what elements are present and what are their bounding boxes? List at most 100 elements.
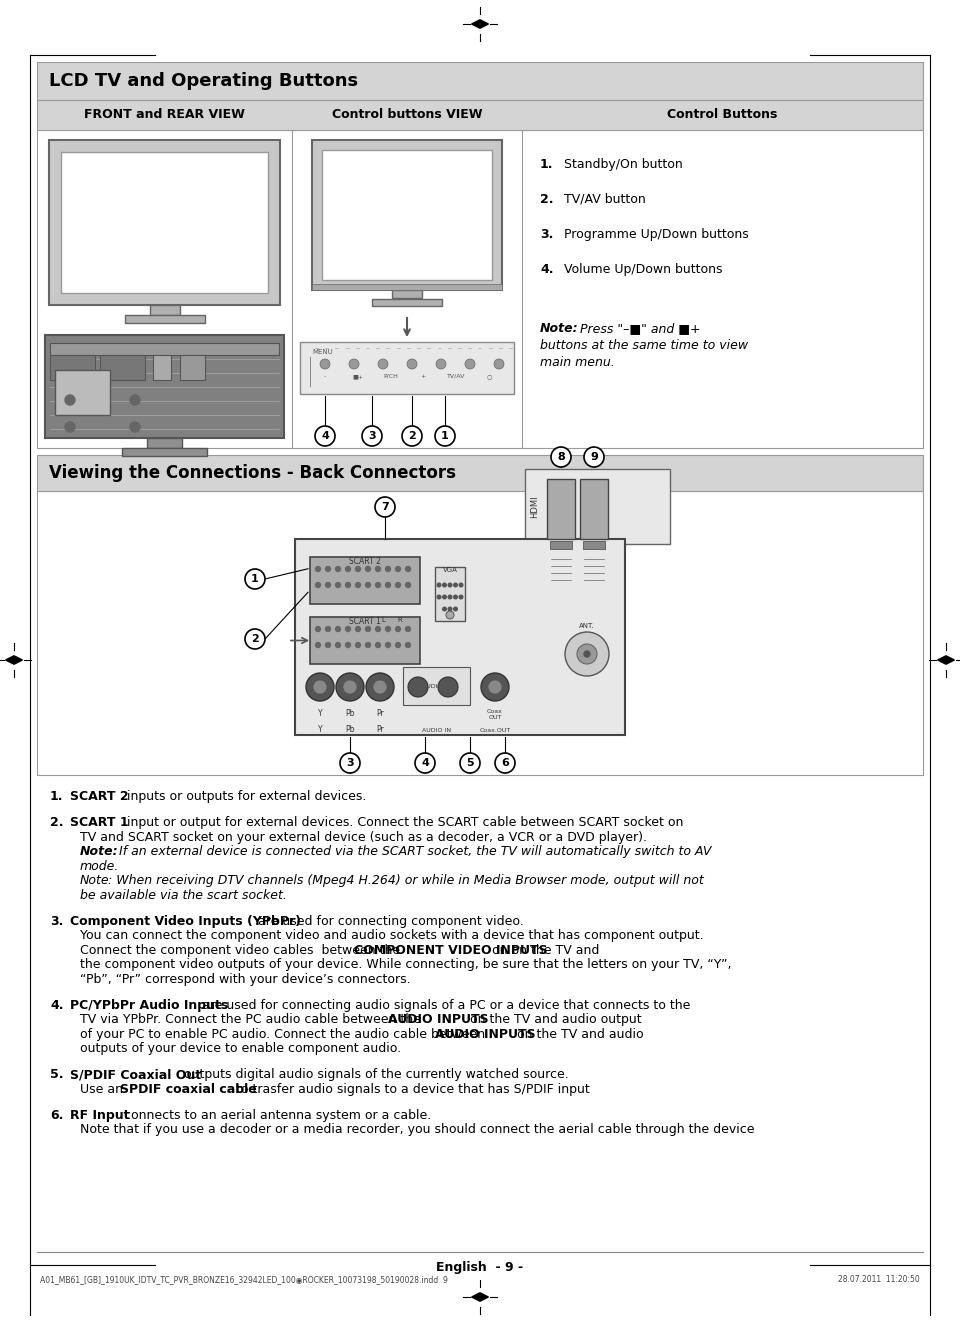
Bar — [403, 667, 470, 705]
Bar — [122, 448, 207, 456]
Bar — [583, 542, 605, 550]
Bar — [125, 314, 204, 324]
Bar — [147, 439, 182, 448]
Text: 1: 1 — [252, 575, 259, 584]
Circle shape — [386, 583, 391, 588]
Circle shape — [306, 672, 334, 701]
Circle shape — [577, 645, 597, 664]
Circle shape — [313, 680, 327, 694]
Text: are used for connecting audio signals of a PC or a device that connects to the: are used for connecting audio signals of… — [198, 999, 690, 1012]
Circle shape — [316, 567, 321, 572]
Circle shape — [375, 626, 380, 631]
Circle shape — [375, 567, 380, 572]
Circle shape — [336, 672, 364, 701]
Circle shape — [454, 596, 457, 598]
Bar — [580, 480, 608, 539]
Circle shape — [481, 672, 509, 701]
Circle shape — [495, 753, 515, 773]
Text: ■+: ■+ — [352, 374, 364, 379]
Text: main menu.: main menu. — [540, 355, 614, 369]
Text: 4: 4 — [421, 758, 429, 768]
Text: AUDIO IN: AUDIO IN — [422, 728, 451, 733]
Text: TV via YPbPr. Connect the PC audio cable between the: TV via YPbPr. Connect the PC audio cable… — [80, 1013, 425, 1026]
Text: PC/YPbPr Audio Inputs: PC/YPbPr Audio Inputs — [70, 999, 228, 1012]
Text: 4.: 4. — [540, 263, 554, 276]
Circle shape — [335, 583, 341, 588]
Text: MENU: MENU — [312, 349, 333, 355]
Bar — [37, 491, 923, 775]
Circle shape — [436, 359, 446, 369]
Text: You can connect the component video and audio sockets with a device that has com: You can connect the component video and … — [80, 929, 704, 942]
Text: 8: 8 — [557, 452, 564, 462]
Bar — [392, 291, 422, 299]
Text: Use an: Use an — [80, 1083, 127, 1096]
Text: 3.: 3. — [540, 229, 553, 240]
Text: Volume Up/Down buttons: Volume Up/Down buttons — [560, 263, 723, 276]
Circle shape — [459, 583, 463, 587]
Bar — [435, 567, 465, 621]
Text: 28.07.2011  11:20:50: 28.07.2011 11:20:50 — [838, 1276, 920, 1284]
Text: Control buttons VIEW: Control buttons VIEW — [332, 108, 482, 122]
Text: SCART 1: SCART 1 — [70, 816, 129, 830]
Circle shape — [375, 642, 380, 647]
Circle shape — [325, 642, 330, 647]
Text: 4.: 4. — [50, 999, 63, 1012]
Text: L: L — [381, 617, 385, 624]
Text: 2: 2 — [408, 431, 416, 441]
Circle shape — [378, 359, 388, 369]
Text: +: + — [420, 374, 426, 379]
Text: AUDIO INPUTS: AUDIO INPUTS — [435, 1028, 536, 1041]
Circle shape — [373, 680, 387, 694]
Circle shape — [405, 583, 411, 588]
Circle shape — [386, 567, 391, 572]
Bar — [100, 355, 145, 380]
Bar — [50, 343, 279, 355]
Circle shape — [408, 676, 428, 697]
Text: COMPONENT VIDEO INPUTS: COMPONENT VIDEO INPUTS — [354, 943, 547, 956]
Text: Press "–■" and ■+: Press "–■" and ■+ — [576, 322, 701, 336]
Text: 5.: 5. — [50, 1069, 63, 1082]
Circle shape — [448, 596, 452, 598]
Text: Pb: Pb — [346, 709, 355, 719]
Circle shape — [335, 567, 341, 572]
Circle shape — [315, 425, 335, 446]
Circle shape — [448, 583, 452, 587]
Text: A01_MB61_[GB]_1910UK_IDTV_TC_PVR_BRONZE16_32942LED_100◉ROCKER_10073198_50190028.: A01_MB61_[GB]_1910UK_IDTV_TC_PVR_BRONZE1… — [40, 1276, 448, 1284]
Circle shape — [346, 583, 350, 588]
Bar — [310, 557, 420, 604]
Circle shape — [448, 608, 452, 610]
Text: P/CH: P/CH — [383, 374, 398, 379]
Text: SCART 2: SCART 2 — [70, 790, 129, 803]
Circle shape — [355, 567, 361, 572]
Circle shape — [355, 626, 361, 631]
Text: mode.: mode. — [80, 860, 119, 873]
Text: Y: Y — [318, 709, 323, 719]
Circle shape — [65, 421, 75, 432]
Text: AUDIO IN: AUDIO IN — [422, 683, 451, 688]
Text: VGA: VGA — [443, 567, 457, 573]
Circle shape — [443, 583, 446, 587]
Text: Note: Note — [80, 875, 109, 888]
Circle shape — [446, 612, 454, 620]
Bar — [295, 539, 625, 734]
Circle shape — [551, 446, 571, 468]
Circle shape — [386, 626, 391, 631]
Circle shape — [65, 395, 75, 406]
Circle shape — [340, 753, 360, 773]
Text: 4: 4 — [321, 431, 329, 441]
Circle shape — [325, 583, 330, 588]
Text: SCART 2: SCART 2 — [349, 557, 381, 567]
Text: be available via the scart socket.: be available via the scart socket. — [80, 889, 287, 902]
Text: FRONT and REAR VIEW: FRONT and REAR VIEW — [84, 108, 245, 122]
Circle shape — [366, 583, 371, 588]
Circle shape — [366, 626, 371, 631]
Bar — [153, 355, 171, 380]
Circle shape — [402, 425, 422, 446]
Circle shape — [349, 359, 359, 369]
Circle shape — [488, 680, 502, 694]
Circle shape — [454, 583, 457, 587]
Circle shape — [130, 421, 140, 432]
Circle shape — [316, 642, 321, 647]
Text: RF Input: RF Input — [70, 1110, 130, 1122]
Circle shape — [245, 629, 265, 649]
